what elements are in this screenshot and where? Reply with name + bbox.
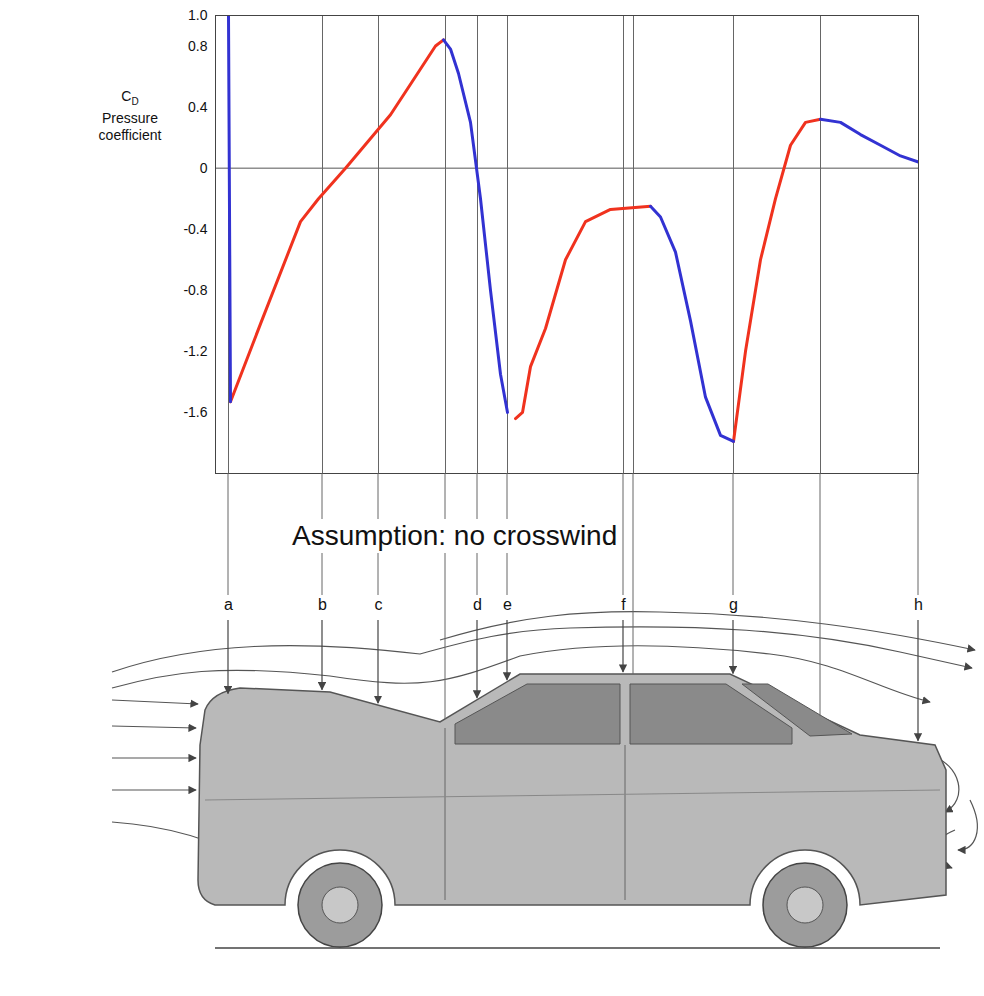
svg-text:-1.6: -1.6 bbox=[183, 404, 207, 420]
svg-text:-1.2: -1.2 bbox=[183, 343, 207, 359]
svg-text:0.4: 0.4 bbox=[188, 99, 208, 115]
html-text:Assumption: no crosswind: Assumption: no crosswind bbox=[292, 520, 618, 551]
svg-text:d: d bbox=[473, 596, 482, 613]
svg-text:h: h bbox=[914, 596, 923, 613]
svg-text:f: f bbox=[621, 596, 626, 613]
html-text:CD: CD bbox=[121, 88, 139, 107]
svg-text:1.0: 1.0 bbox=[188, 7, 208, 23]
svg-text:b: b bbox=[318, 596, 327, 613]
html-text:Pressure coefficient: Pressure coefficient bbox=[98, 109, 162, 143]
svg-text:g: g bbox=[729, 596, 738, 613]
svg-text:e: e bbox=[503, 596, 512, 613]
svg-text:0.8: 0.8 bbox=[188, 38, 208, 54]
svg-text:a: a bbox=[224, 596, 233, 613]
svg-text:0: 0 bbox=[200, 160, 208, 176]
svg-text:c: c bbox=[375, 596, 383, 613]
svg-text:-0.8: -0.8 bbox=[183, 282, 207, 298]
svg-text:-0.4: -0.4 bbox=[183, 221, 207, 237]
